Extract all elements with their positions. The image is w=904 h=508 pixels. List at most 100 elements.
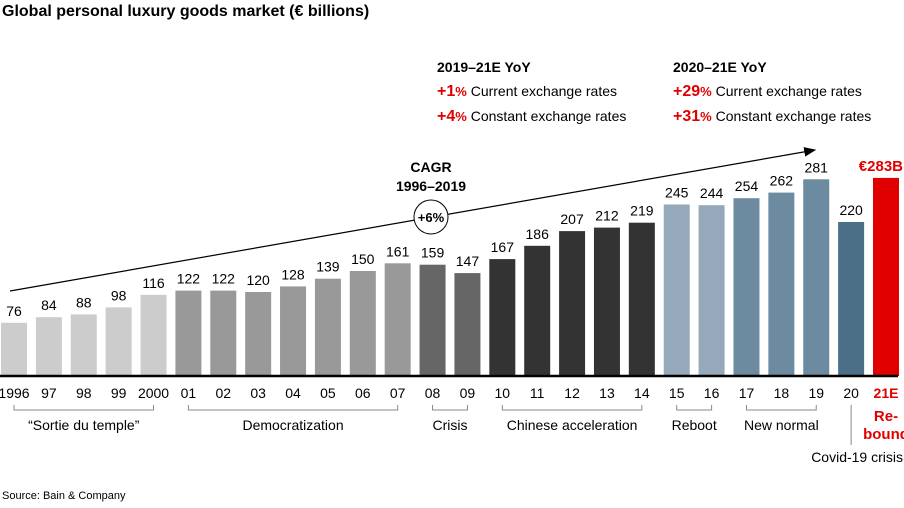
x-tick-label: 06: [355, 385, 371, 401]
data-label: 76: [6, 303, 22, 319]
x-tick-label: 14: [634, 385, 650, 401]
x-tick-label: 21E: [874, 385, 899, 401]
data-label: 128: [281, 266, 305, 282]
bar: [838, 222, 865, 376]
bar: [559, 231, 586, 376]
data-label: 150: [351, 251, 375, 267]
x-tick-label: 08: [425, 385, 441, 401]
x-tick-label: 15: [669, 385, 685, 401]
group-label: Re-: [874, 408, 898, 425]
x-tick-label: 07: [390, 385, 406, 401]
data-label: 116: [142, 275, 165, 291]
group-label: Crisis: [433, 417, 468, 433]
x-tick-label: 12: [564, 385, 580, 401]
data-label: 122: [212, 271, 236, 287]
data-label: 186: [526, 226, 550, 242]
data-label: 139: [316, 259, 340, 275]
bar: [140, 294, 167, 376]
x-tick-label: 16: [704, 385, 720, 401]
x-tick-label: 97: [41, 385, 57, 401]
x-tick-label: 99: [111, 385, 127, 401]
yoy-2020-21e: 2020–21E YoY +29% Current exchange rates…: [673, 55, 871, 129]
bar: [489, 259, 516, 376]
data-label: 147: [456, 253, 480, 269]
x-tick-label: 2000: [138, 385, 169, 401]
cagr-label: CAGR: [410, 159, 451, 175]
bar: [1, 322, 27, 376]
data-label: 254: [735, 178, 759, 194]
data-label: 262: [770, 173, 794, 189]
yoy-row: +1% Current exchange rates: [437, 83, 618, 100]
x-tick-label: 10: [495, 385, 511, 401]
group-bracket: [676, 405, 713, 411]
group-label: bound: [863, 426, 904, 443]
data-label: 120: [246, 272, 270, 288]
group-label: Covid-19 crisis: [811, 449, 903, 465]
data-label: 161: [386, 243, 410, 259]
group-label: Chinese acceleration: [507, 417, 638, 433]
data-label: 219: [630, 203, 654, 219]
bar: [70, 314, 97, 376]
bar: [663, 204, 690, 376]
data-label: 122: [177, 271, 201, 287]
group-label: New normal: [744, 417, 819, 433]
bar: [105, 307, 132, 376]
group-label: “Sortie du temple”: [28, 417, 140, 433]
data-label: 244: [700, 185, 724, 201]
data-label: 167: [491, 239, 515, 255]
bar: [454, 273, 481, 376]
bar: [803, 179, 830, 376]
yoy-2019-21e: 2019–21E YoY +1% Current exchange rates …: [437, 55, 626, 129]
bar: [314, 278, 341, 376]
group-bracket: [432, 405, 468, 411]
data-label: 98: [111, 287, 127, 303]
cagr-period: 1996–2019: [396, 178, 466, 194]
group-bracket: [187, 405, 399, 411]
x-tick-label: 17: [739, 385, 755, 401]
data-label: 159: [421, 245, 445, 261]
data-label: 212: [595, 208, 619, 224]
cagr-circle: [413, 199, 449, 235]
bar: [280, 286, 307, 376]
bar: [524, 245, 551, 376]
yoy-row: +29% Current exchange rates: [673, 83, 862, 100]
bar: [768, 192, 795, 376]
yoy-heading: 2020–21E YoY: [673, 59, 767, 75]
data-label: 88: [76, 294, 92, 310]
x-tick-label: 13: [599, 385, 615, 401]
group-bracket: [13, 405, 155, 411]
bar: [733, 198, 760, 376]
x-tick-label: 01: [181, 385, 197, 401]
data-label: €283B: [859, 158, 903, 175]
yoy-row: +31% Constant exchange rates: [673, 108, 872, 125]
x-tick-label: 09: [460, 385, 476, 401]
bar: [419, 264, 446, 376]
bar: [384, 263, 411, 376]
data-label: 207: [560, 211, 584, 227]
bar: [873, 177, 899, 376]
yoy-row: +4% Constant exchange rates: [437, 108, 627, 125]
x-tick-label: 20: [843, 385, 859, 401]
yoy-heading: 2019–21E YoY: [437, 59, 531, 75]
x-tick-label: 02: [215, 385, 231, 401]
x-tick-label: 98: [76, 385, 92, 401]
bar: [245, 292, 272, 376]
bar: [35, 317, 62, 376]
group-bracket: [501, 405, 643, 411]
source-note: Source: Bain & Company: [2, 490, 126, 502]
x-tick-label: 04: [285, 385, 301, 401]
bar: [175, 290, 202, 376]
data-label: 245: [665, 185, 689, 201]
cagr-value: +6%: [418, 210, 445, 225]
x-tick-label: 05: [320, 385, 336, 401]
x-tick-label: 19: [808, 385, 824, 401]
x-tick-label: 11: [530, 385, 545, 401]
chart-title: Global personal luxury goods market (€ b…: [2, 3, 370, 20]
x-tick-label: 03: [250, 385, 266, 401]
bar: [349, 271, 376, 376]
group-bracket: [745, 405, 817, 411]
x-tick-label: 1996: [0, 385, 30, 401]
group-label: Reboot: [672, 417, 717, 433]
bar: [628, 222, 655, 376]
